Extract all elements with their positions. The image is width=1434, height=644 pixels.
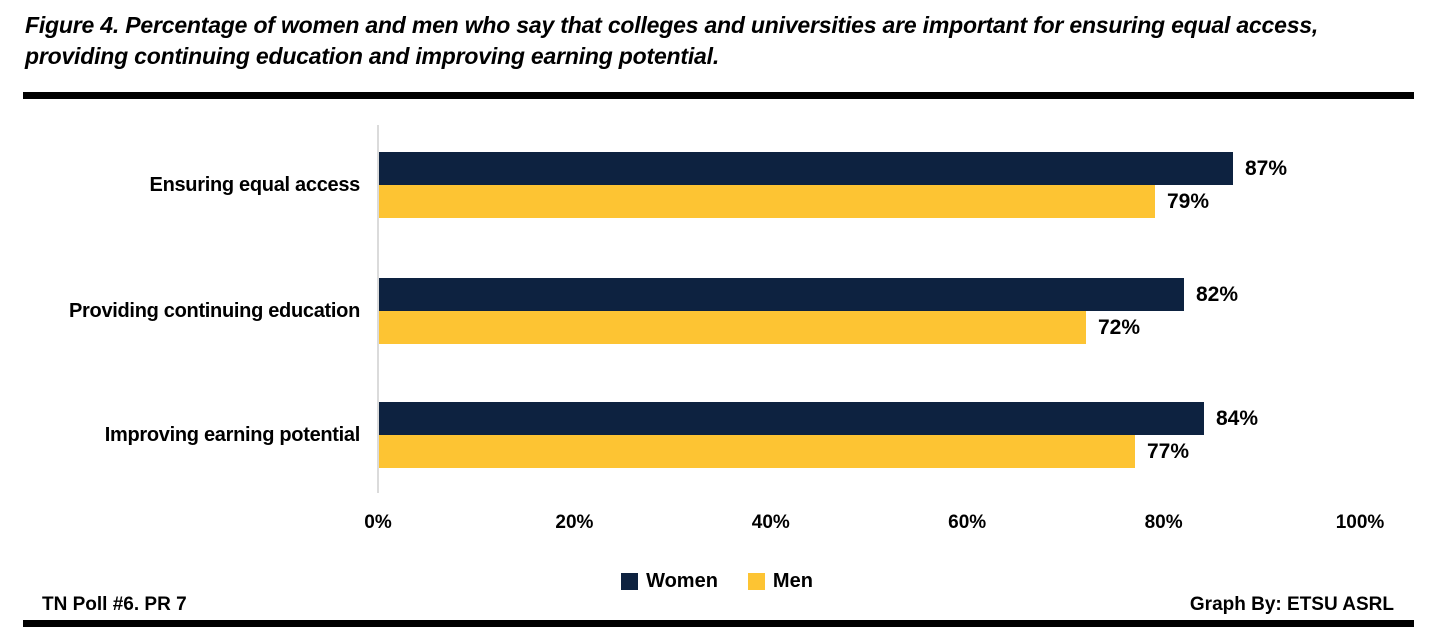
top-divider-rule	[23, 92, 1414, 99]
x-tick-label-4: 80%	[1144, 512, 1183, 533]
figure-title: Figure 4. Percentage of women and men wh…	[25, 10, 1415, 72]
bar-men-0	[379, 185, 1155, 218]
legend-label: Men	[772, 570, 813, 592]
value-label-women-1: 82%	[1196, 282, 1239, 306]
legend-label: Women	[646, 570, 718, 592]
value-label-men-1: 72%	[1098, 315, 1141, 339]
x-tick-label-0: 0%	[364, 512, 392, 533]
legend-item-women: Women	[621, 570, 718, 593]
category-label: Improving earning potential	[104, 423, 361, 446]
bar-men-1	[379, 311, 1086, 344]
value-label-men-2: 77%	[1147, 439, 1190, 463]
chart-legend: Women Men	[0, 570, 1434, 593]
footer-credit: Graph By: ETSU ASRL	[1189, 594, 1394, 615]
value-label-women-0: 87%	[1245, 156, 1288, 180]
legend-swatch-icon	[621, 573, 639, 590]
x-tick-label-2: 40%	[751, 512, 790, 533]
bar-women-0	[379, 152, 1233, 185]
category-label: Ensuring equal access	[149, 173, 361, 196]
bottom-divider-rule	[23, 620, 1414, 627]
figure-title-line2: providing continuing education and impro…	[25, 43, 720, 69]
value-label-men-0: 79%	[1167, 189, 1210, 213]
category-label: Providing continuing education	[69, 299, 360, 322]
bar-women-1	[379, 278, 1184, 311]
bar-men-2	[379, 435, 1135, 468]
x-tick-label-3: 60%	[948, 512, 987, 533]
figure-title-line1: Figure 4. Percentage of women and men wh…	[25, 12, 1319, 38]
legend-swatch-icon	[747, 573, 765, 590]
value-label-women-2: 84%	[1216, 406, 1259, 430]
bar-women-2	[379, 402, 1204, 435]
x-tick-label-1: 20%	[555, 512, 594, 533]
footer-poll-note: TN Poll #6. PR 7	[42, 594, 187, 615]
legend-item-men: Men	[747, 570, 813, 593]
x-tick-label-5: 100%	[1335, 512, 1385, 533]
y-axis-line	[377, 125, 379, 493]
